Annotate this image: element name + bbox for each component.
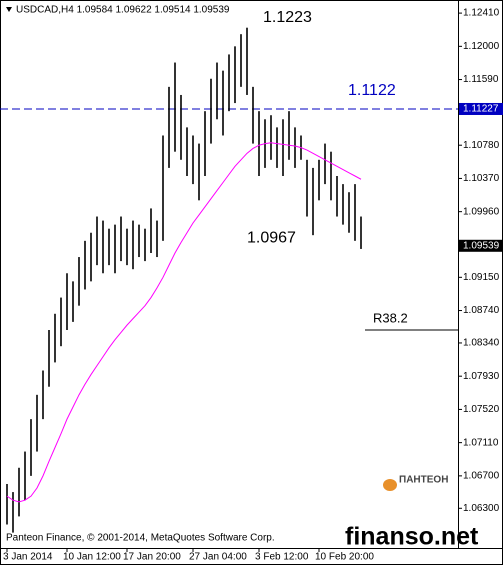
annotation: 1.0967: [247, 229, 296, 246]
y-tick-label: 1.10780: [463, 140, 500, 151]
x-tick-label: 10 Jan 12:00: [63, 552, 121, 563]
level-label-bg: [459, 102, 503, 115]
y-tick-label: 1.12410: [463, 8, 500, 19]
annotation: 1.1223: [263, 9, 312, 26]
menu-arrow: [6, 7, 12, 12]
y-tick-label: 1.07110: [463, 437, 499, 448]
fib-label: R38.2: [373, 310, 408, 325]
x-tick-label: 10 Feb 20:00: [315, 552, 374, 563]
annotation: 1.1122: [348, 82, 396, 99]
level-label: 1.11227: [463, 104, 499, 115]
y-tick-label: 1.07930: [463, 371, 500, 382]
y-tick-label: 1.11590: [463, 74, 499, 85]
logo: ПАНТЕОН: [399, 475, 448, 486]
y-tick-label: 1.10370: [463, 173, 500, 184]
chart-title: USDCAD,H4 1.09584 1.09622 1.09514 1.0953…: [16, 5, 230, 16]
last-price-bg: [459, 239, 503, 252]
watermark: finanso.net: [345, 523, 479, 551]
y-tick-label: 1.07520: [463, 404, 500, 415]
y-tick-label: 1.09150: [463, 272, 500, 283]
y-tick-label: 1.12000: [463, 41, 500, 52]
x-tick-label: 17 Jan 20:00: [123, 552, 181, 563]
x-tick-label: 3 Feb 12:00: [255, 552, 309, 563]
y-tick-label: 1.08740: [463, 305, 500, 316]
last-price-label: 1.09539: [463, 240, 500, 251]
x-tick-label: 3 Jan 2014: [3, 552, 53, 563]
copyright: Panteon Finance, © 2001-2014, MetaQuotes…: [6, 533, 275, 544]
y-tick-label: 1.09960: [463, 206, 500, 217]
x-tick-label: 27 Jan 04:00: [189, 552, 247, 563]
y-tick-label: 1.08340: [463, 338, 500, 349]
y-tick-label: 1.06300: [463, 503, 500, 514]
y-tick-label: 1.06700: [463, 471, 500, 482]
moving-average: [6, 142, 362, 503]
logo-icon: [383, 479, 397, 491]
